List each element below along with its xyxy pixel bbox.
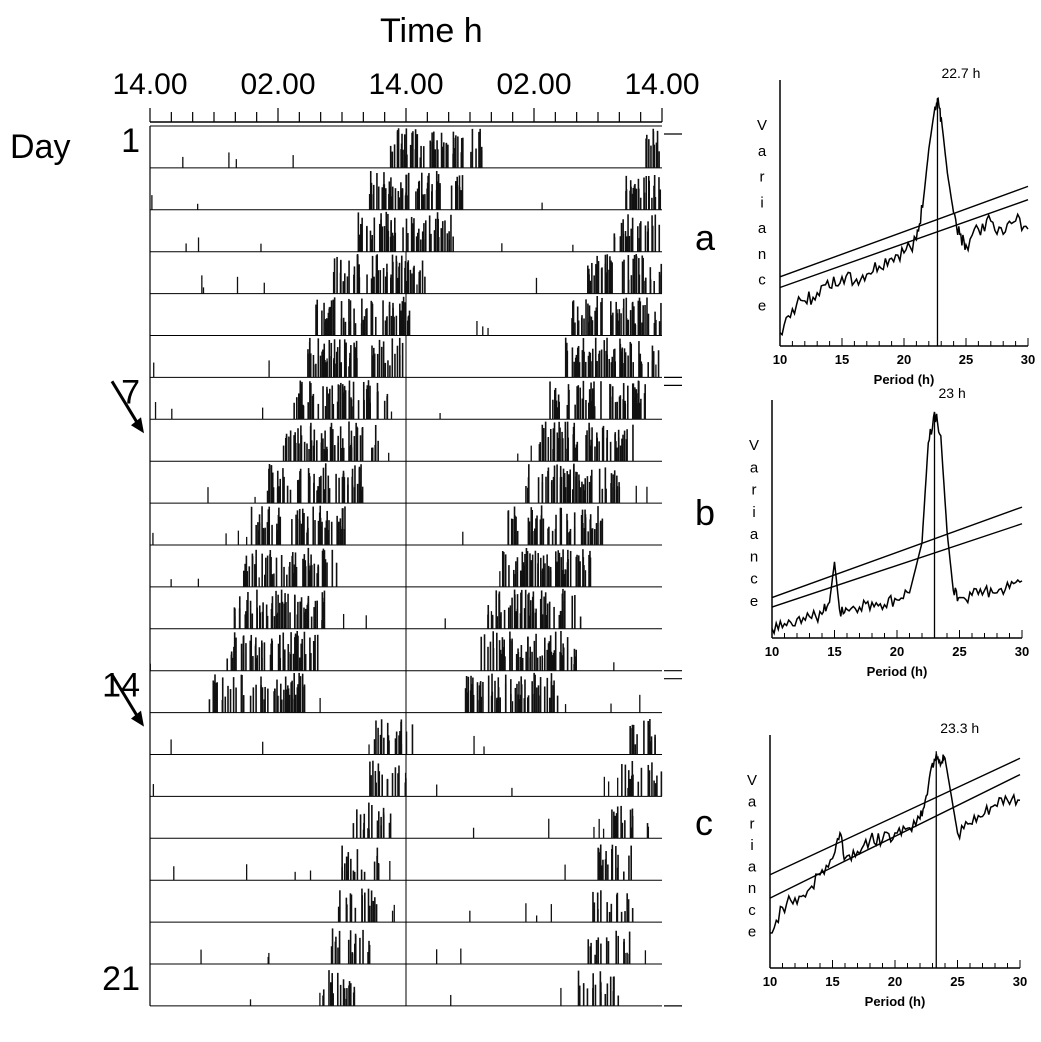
periodogram-line xyxy=(779,97,1029,337)
time-tick-labels: 14.00 02.00 14.00 02.00 14.00 xyxy=(112,68,699,101)
time-tick-label: 14.00 xyxy=(624,68,699,101)
time-tick-label: 14.00 xyxy=(368,68,443,101)
y-axis-label-letter: V xyxy=(747,772,757,789)
day-label: 7 xyxy=(121,373,140,411)
x-axis-label: Period (h) xyxy=(865,994,926,1009)
x-tick-label: 30 xyxy=(1021,352,1035,367)
day-label: 1 xyxy=(121,122,140,160)
peak-label: 23.3 h xyxy=(940,720,979,736)
y-axis-label-letter: a xyxy=(748,794,757,811)
x-tick-label: 10 xyxy=(773,352,787,367)
panel-letter: a xyxy=(695,217,716,258)
x-tick-label: 15 xyxy=(827,644,841,659)
y-axis-label-letter: n xyxy=(758,246,766,263)
y-axis-label-letter: n xyxy=(750,548,758,565)
significance-line xyxy=(771,523,1023,608)
day-arrow xyxy=(110,380,142,429)
x-tick-label: 25 xyxy=(950,974,964,989)
panel-letter: b xyxy=(695,492,715,533)
day-label: 21 xyxy=(102,960,140,998)
y-axis-label-letter: i xyxy=(760,194,763,211)
peak-label: 23 h xyxy=(939,385,966,401)
y-axis-label-letter: a xyxy=(748,859,757,876)
x-tick-label: 10 xyxy=(765,644,779,659)
y-axis-label-letter: e xyxy=(750,593,758,610)
y-axis-label-letter: e xyxy=(748,923,756,940)
x-axis-label: Period (h) xyxy=(874,372,935,387)
interval-brackets xyxy=(664,133,682,1007)
x-tick-label: 30 xyxy=(1015,644,1029,659)
y-axis-label-letter: c xyxy=(748,902,756,919)
day-axis-label: Day xyxy=(10,128,70,166)
day-arrow-head xyxy=(131,417,144,434)
y-axis-label-letter: c xyxy=(758,272,766,289)
significance-line xyxy=(771,506,1023,599)
time-tick-label: 02.00 xyxy=(240,68,315,101)
y-axis-label-letter: r xyxy=(760,169,765,186)
actogram-plot xyxy=(149,108,663,1007)
periodogram-line xyxy=(769,753,1021,934)
peak-label: 22.7 h xyxy=(941,65,980,81)
y-axis-label-letter: a xyxy=(758,143,767,160)
x-tick-label: 20 xyxy=(888,974,902,989)
y-axis-label-letter: V xyxy=(757,117,767,134)
x-tick-label: 15 xyxy=(835,352,849,367)
y-axis-label-letter: a xyxy=(750,459,759,476)
actogram-title: Time h xyxy=(380,12,483,50)
significance-line xyxy=(779,185,1029,278)
panel-letter: c xyxy=(695,802,713,843)
y-axis-label-letter: a xyxy=(750,526,759,543)
significance-line xyxy=(779,199,1029,289)
y-axis-label-letter: e xyxy=(758,297,766,314)
y-axis-label-letter: r xyxy=(752,482,757,499)
x-axis-label: Period (h) xyxy=(867,664,928,679)
y-axis-label-letter: V xyxy=(749,437,759,454)
y-axis-label-letter: i xyxy=(752,504,755,521)
y-axis-label-letter: r xyxy=(750,815,755,832)
day-arrow xyxy=(110,673,142,722)
day-labels: 1 7 14 21 xyxy=(102,122,144,998)
periodogram-line xyxy=(771,411,1023,636)
x-tick-label: 30 xyxy=(1013,974,1027,989)
day-arrow-head xyxy=(131,710,144,727)
y-axis-label-letter: a xyxy=(758,220,767,237)
x-tick-label: 15 xyxy=(825,974,839,989)
x-tick-label: 25 xyxy=(959,352,973,367)
x-tick-label: 20 xyxy=(897,352,911,367)
x-tick-label: 25 xyxy=(952,644,966,659)
y-axis-label-letter: c xyxy=(750,571,758,588)
y-axis-label-letter: n xyxy=(748,880,756,897)
day-label: 14 xyxy=(102,667,140,705)
significance-line xyxy=(769,773,1021,899)
significance-line xyxy=(769,757,1021,876)
time-tick-label: 14.00 xyxy=(112,68,187,101)
time-tick-label: 02.00 xyxy=(496,68,571,101)
x-tick-label: 10 xyxy=(763,974,777,989)
x-tick-label: 20 xyxy=(890,644,904,659)
y-axis-label-letter: i xyxy=(750,837,753,854)
